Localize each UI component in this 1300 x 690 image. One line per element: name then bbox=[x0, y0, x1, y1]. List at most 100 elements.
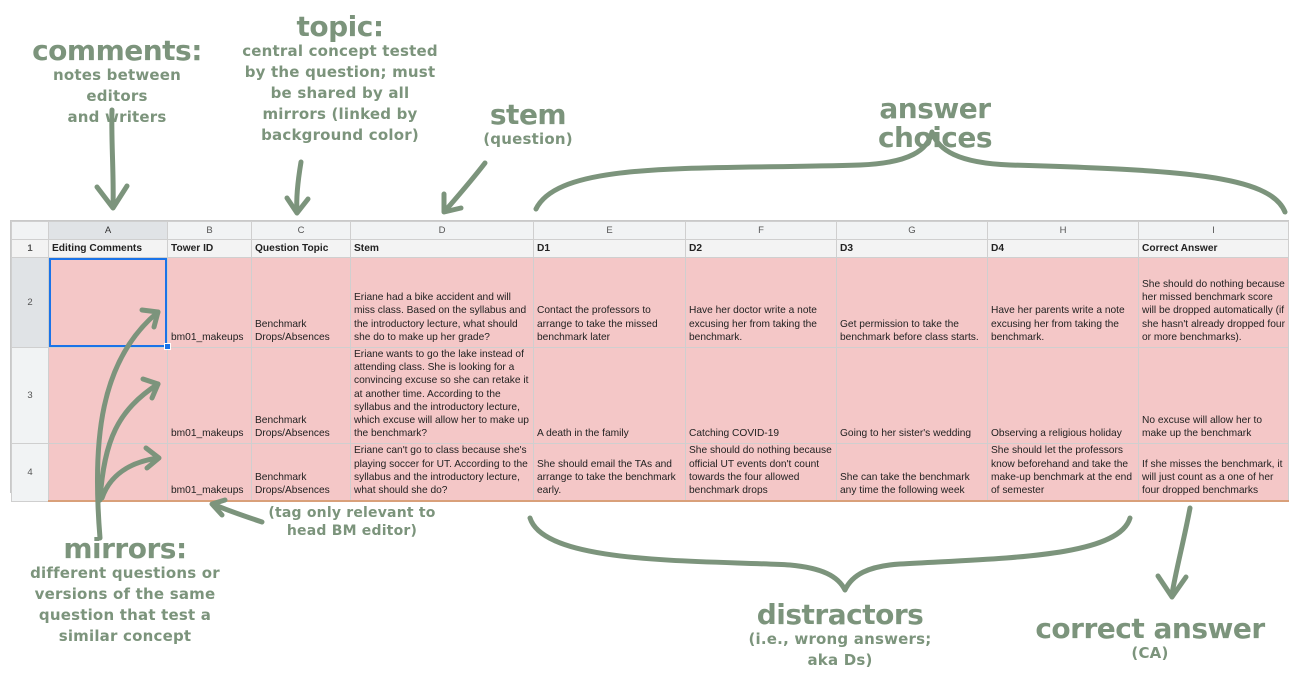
d1-cell[interactable]: Contact the professors to arrange to tak… bbox=[533, 257, 686, 348]
d4-cell[interactable]: Observing a religious holiday bbox=[987, 346, 1139, 445]
comments-desc-line2: and writers bbox=[67, 108, 167, 127]
row-number-4[interactable]: 4 bbox=[11, 443, 49, 502]
header-correct-answer[interactable]: Correct Answer bbox=[1138, 239, 1289, 258]
d2-cell[interactable]: She should do nothing because official U… bbox=[685, 443, 837, 503]
tower-id-cell[interactable]: bm01_makeups bbox=[167, 346, 252, 445]
stem-cell[interactable]: Eriane can't go to class because she's p… bbox=[350, 443, 534, 503]
correct-answer-arrowhead bbox=[1155, 573, 1189, 600]
d1-cell[interactable]: A death in the family bbox=[533, 346, 686, 445]
stem-cell[interactable]: Eriane wants to go the lake instead of a… bbox=[350, 346, 534, 445]
topic-arrowhead bbox=[284, 195, 311, 216]
column-header-i[interactable]: I bbox=[1138, 221, 1289, 240]
d3-cell[interactable]: Get permission to take the benchmark bef… bbox=[836, 257, 988, 348]
table-row: 3 bm01_makeups Benchmark Drops/Absences … bbox=[11, 346, 1289, 445]
comments-arrowhead bbox=[94, 183, 130, 211]
topic-desc-line3: be shared by all bbox=[270, 84, 410, 103]
column-header-row: A B C D E F G H I bbox=[11, 221, 1289, 240]
distractors-annotation: distractors (i.e., wrong answers; aka Ds… bbox=[730, 600, 950, 671]
correct-answer-title: correct answer bbox=[1035, 612, 1265, 645]
d3-cell[interactable]: Going to her sister's wedding bbox=[836, 346, 988, 445]
column-header-a[interactable]: A bbox=[48, 221, 168, 240]
d2-cell[interactable]: Catching COVID-19 bbox=[685, 346, 837, 445]
mirrors-desc-line4: similar concept bbox=[58, 627, 192, 646]
tag-desc-line2: head BM editor) bbox=[286, 523, 418, 539]
topic-desc-line1: central concept tested bbox=[242, 42, 438, 61]
stem-sub: (question) bbox=[483, 130, 573, 149]
header-d4[interactable]: D4 bbox=[987, 239, 1139, 258]
topic-desc-line4: mirrors (linked by bbox=[262, 105, 418, 124]
tower-id-cell[interactable]: bm01_makeups bbox=[167, 257, 252, 348]
header-question-topic[interactable]: Question Topic bbox=[251, 239, 351, 258]
stem-annotation: stem (question) bbox=[468, 100, 588, 150]
column-header-b[interactable]: B bbox=[167, 221, 252, 240]
stem-title: stem bbox=[489, 98, 567, 131]
question-topic-cell[interactable]: Benchmark Drops/Absences bbox=[251, 257, 351, 348]
column-header-g[interactable]: G bbox=[836, 221, 988, 240]
spreadsheet-grid: A B C D E F G H I 1 Editing Comments Tow… bbox=[11, 221, 1289, 503]
question-topic-cell[interactable]: Benchmark Drops/Absences bbox=[251, 443, 351, 503]
answer-choices-title: answer choices bbox=[877, 92, 993, 155]
tower-id-cell[interactable]: bm01_makeups bbox=[167, 443, 252, 503]
table-row: 4 bm01_makeups Benchmark Drops/Absences … bbox=[11, 443, 1289, 503]
corner-cell[interactable] bbox=[11, 221, 49, 240]
d4-cell[interactable]: She should let the professors know befor… bbox=[987, 443, 1139, 503]
topic-arrow bbox=[294, 159, 304, 215]
correct-answer-arrow bbox=[1169, 505, 1193, 597]
tag-desc-line1: (tag only relevant to bbox=[268, 505, 436, 521]
header-editing-comments[interactable]: Editing Comments bbox=[48, 239, 168, 258]
correct-answer-cell[interactable]: She should do nothing because her missed… bbox=[1138, 257, 1289, 348]
column-header-f[interactable]: F bbox=[685, 221, 837, 240]
distractors-desc-line1: (i.e., wrong answers; bbox=[748, 630, 932, 649]
answer-choices-annotation: answer choices bbox=[820, 94, 1050, 153]
correct-answer-sub: (CA) bbox=[1131, 644, 1169, 663]
comments-annotation: comments: notes between editors and writ… bbox=[22, 36, 212, 128]
correct-answer-cell[interactable]: No excuse will allow her to make up the … bbox=[1138, 346, 1289, 445]
header-d3[interactable]: D3 bbox=[836, 239, 988, 258]
mirrors-desc-line3: question that test a bbox=[38, 606, 212, 625]
d2-cell[interactable]: Have her doctor write a note excusing he… bbox=[685, 257, 837, 348]
table-header-row: 1 Editing Comments Tower ID Question Top… bbox=[11, 239, 1289, 258]
distractors-desc-line2: aka Ds) bbox=[807, 651, 873, 670]
column-header-d[interactable]: D bbox=[350, 221, 534, 240]
editing-comments-cell[interactable] bbox=[48, 346, 168, 445]
header-stem[interactable]: Stem bbox=[350, 239, 534, 258]
topic-desc-line2: by the question; must bbox=[244, 63, 436, 82]
comments-desc-line1: notes between editors bbox=[52, 66, 182, 106]
mirrors-desc-line2: versions of the same bbox=[34, 585, 216, 604]
column-header-e[interactable]: E bbox=[533, 221, 686, 240]
header-d2[interactable]: D2 bbox=[685, 239, 837, 258]
selection-fill-handle[interactable] bbox=[164, 343, 171, 350]
mirrors-annotation: mirrors: different questions or versions… bbox=[20, 534, 230, 647]
mirrors-desc-line1: different questions or bbox=[30, 564, 220, 583]
spreadsheet: A B C D E F G H I 1 Editing Comments Tow… bbox=[10, 220, 1289, 503]
tag-arrowhead bbox=[209, 497, 228, 518]
d4-cell[interactable]: Have her parents write a note excusing h… bbox=[987, 257, 1139, 348]
topic-desc-line5: background color) bbox=[261, 126, 419, 145]
column-header-h[interactable]: H bbox=[987, 221, 1139, 240]
d1-cell[interactable]: She should email the TAs and arrange to … bbox=[533, 443, 686, 503]
stem-arrow bbox=[442, 160, 488, 214]
table-row: 2 bm01_makeups Benchmark Drops/Absences … bbox=[11, 257, 1289, 348]
distractors-brace bbox=[527, 515, 1133, 593]
editing-comments-cell[interactable] bbox=[48, 443, 168, 503]
row-number-3[interactable]: 3 bbox=[11, 346, 49, 445]
header-d1[interactable]: D1 bbox=[533, 239, 686, 258]
editing-comments-cell[interactable] bbox=[48, 257, 168, 348]
header-tower-id[interactable]: Tower ID bbox=[167, 239, 252, 258]
mirrors-title: mirrors: bbox=[63, 532, 187, 565]
correct-answer-cell[interactable]: If she misses the benchmark, it will jus… bbox=[1138, 443, 1289, 503]
d3-cell[interactable]: She can take the benchmark any time the … bbox=[836, 443, 988, 503]
stem-arrowhead bbox=[441, 191, 464, 215]
tag-arrow bbox=[210, 501, 265, 525]
comments-title: comments: bbox=[32, 34, 202, 67]
correct-answer-annotation: correct answer (CA) bbox=[1030, 614, 1270, 664]
distractors-title: distractors bbox=[756, 598, 924, 631]
topic-title: topic: bbox=[296, 10, 384, 43]
topic-annotation: topic: central concept tested by the que… bbox=[240, 12, 440, 146]
stem-cell[interactable]: Eriane had a bike accident and will miss… bbox=[350, 257, 534, 348]
tag-annotation: (tag only relevant to head BM editor) bbox=[262, 504, 442, 540]
row-number-1[interactable]: 1 bbox=[11, 239, 49, 258]
row-number-2[interactable]: 2 bbox=[11, 257, 49, 348]
column-header-c[interactable]: C bbox=[251, 221, 351, 240]
question-topic-cell[interactable]: Benchmark Drops/Absences bbox=[251, 346, 351, 445]
